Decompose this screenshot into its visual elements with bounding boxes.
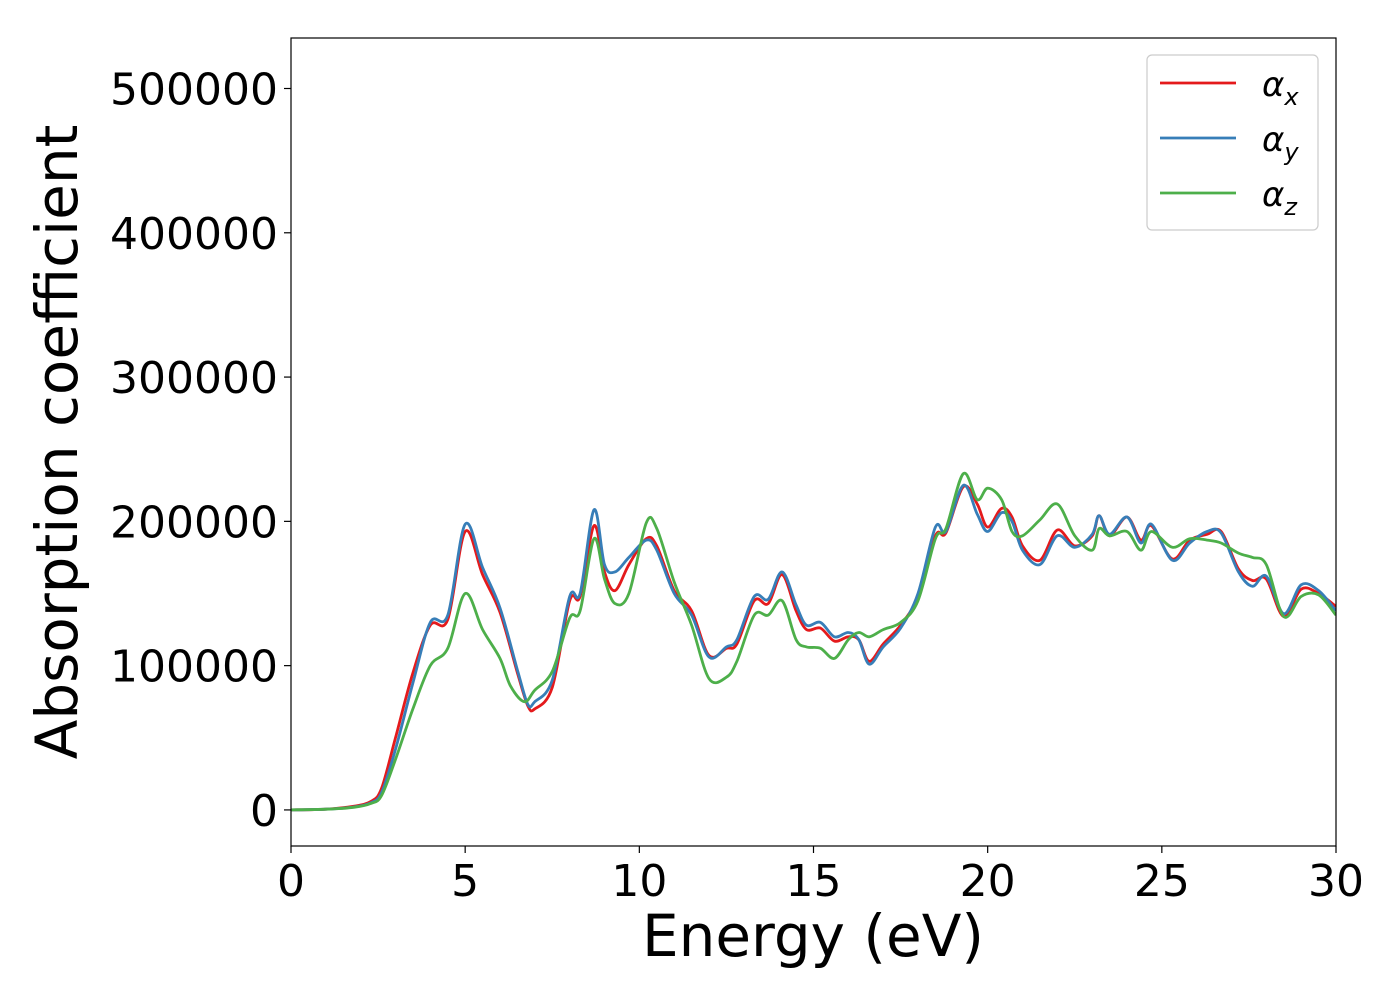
- x-tick-label: 15: [786, 856, 842, 907]
- y-axis-title: Absorption coefficient: [23, 125, 91, 760]
- y-tick-label: 500000: [110, 65, 278, 116]
- legend-label-y: αy: [1262, 120, 1299, 166]
- y-tick-label: 300000: [110, 353, 278, 404]
- legend-label-subscript: x: [1283, 83, 1299, 111]
- legend-box: [1146, 54, 1319, 231]
- x-axis: 0 5 10 15 20 25 30: [277, 846, 1364, 907]
- y-axis: 0 100000 200000 300000 400000 500000: [110, 65, 291, 837]
- y-tick-label: 0: [250, 786, 278, 837]
- series-layer: [291, 471, 1336, 812]
- x-tick-label: 25: [1134, 856, 1190, 907]
- x-tick-label: 10: [611, 856, 667, 907]
- y-tick-label: 400000: [110, 209, 278, 260]
- x-tick-label: 30: [1308, 856, 1364, 907]
- y-tick-label: 100000: [110, 642, 278, 693]
- legend-label-base: α: [1262, 120, 1284, 160]
- legend-label-subscript: z: [1283, 193, 1298, 221]
- x-tick-label: 20: [960, 856, 1016, 907]
- legend-label-subscript: y: [1283, 138, 1299, 166]
- legend-label-z: αz: [1262, 175, 1298, 221]
- x-tick-label: 0: [277, 856, 305, 907]
- series-line-y: [291, 483, 1336, 812]
- x-axis-title: Energy (eV): [642, 902, 984, 970]
- legend-label-base: α: [1262, 65, 1284, 105]
- legend-label-base: α: [1262, 175, 1284, 215]
- series-line-z: [291, 471, 1336, 812]
- legend-label-x: αx: [1262, 65, 1299, 111]
- x-tick-label: 5: [451, 856, 479, 907]
- y-tick-label: 200000: [110, 497, 278, 548]
